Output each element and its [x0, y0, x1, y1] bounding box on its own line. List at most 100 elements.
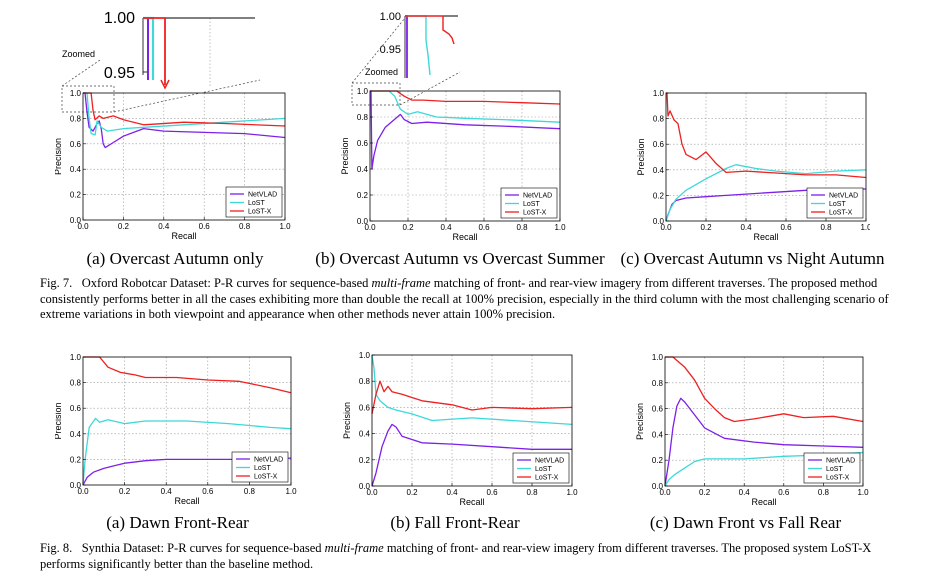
- fig8-label: Fig. 8.: [40, 541, 73, 555]
- series-lost: [370, 90, 561, 123]
- y-axis-label: Precision: [342, 402, 352, 439]
- x-tick-label: 1.0: [860, 223, 870, 232]
- series-lost-x: [371, 380, 573, 415]
- y-tick-label: 1.0: [653, 89, 665, 98]
- x-tick-label: 1.0: [566, 488, 578, 497]
- y-axis-label: Precision: [636, 138, 646, 175]
- zoom-7b-series-lostx: [405, 15, 455, 45]
- x-tick-label: 0.8: [820, 223, 832, 232]
- zoom-7a-connector: [113, 79, 261, 113]
- series-lost-x: [370, 90, 561, 105]
- legend-label-netvlad: NetVLAD: [248, 192, 277, 199]
- y-tick-label: 0.6: [70, 140, 82, 149]
- x-tick-label: 0.2: [119, 487, 131, 496]
- legend-label-lost: LoST: [523, 201, 540, 208]
- series-netvlad: [82, 457, 292, 486]
- x-tick-label: 0.6: [199, 222, 211, 231]
- zoom-inset-7a: 1.00 0.95 Zoomed: [61, 10, 261, 113]
- y-tick-label: 0.2: [359, 456, 371, 465]
- x-tick-label: 0.8: [239, 222, 251, 231]
- series-lost: [83, 92, 286, 136]
- series-netvlad: [370, 90, 561, 170]
- y-tick-label: 0.4: [70, 430, 82, 439]
- legend-label-lost: LoST: [254, 465, 271, 472]
- fig8-text-after: matching of front- and rear-view imagery…: [40, 541, 872, 571]
- x-axis-label: Recall: [459, 497, 484, 507]
- subcaption-8c: (c) Dawn Front vs Fall Rear: [649, 513, 842, 532]
- zoom-7b-connector: [351, 17, 406, 84]
- subcaption-8a: (a) Dawn Front-Rear: [106, 513, 249, 532]
- x-axis-label: Recall: [452, 232, 477, 242]
- legend-label-netvlad: NetVLAD: [254, 457, 283, 464]
- zoom-7a-arrow: [160, 79, 170, 90]
- y-tick-label: 0.2: [653, 191, 665, 200]
- legend-label-netvlad: NetVLAD: [535, 458, 564, 465]
- y-tick-label: 0.2: [652, 456, 664, 465]
- y-tick-label: 0.2: [357, 191, 369, 200]
- y-tick-label: 0.8: [652, 379, 664, 388]
- legend-label-lost-x: LoST-X: [248, 209, 272, 216]
- x-axis-label: Recall: [753, 232, 778, 242]
- x-tick-label: 0.0: [366, 488, 378, 497]
- y-tick-label: 0.4: [70, 165, 82, 174]
- x-tick-label: 1.0: [279, 222, 291, 231]
- series-lost-x: [665, 356, 864, 423]
- x-tick-label: 0.2: [699, 488, 711, 497]
- x-tick-label: 0.8: [516, 223, 528, 232]
- legend-label-lost: LoST: [535, 466, 552, 473]
- axes-frame: [369, 90, 561, 222]
- y-tick-label: 0.4: [652, 430, 664, 439]
- y-tick-label: 1.0: [70, 89, 82, 98]
- legend-label-lost: LoST: [826, 466, 843, 473]
- y-tick-label: 0.4: [359, 430, 371, 439]
- chart-7b-overcast-autumn-vs-summer: 0.0 0.2 0.4 0.6 0.8 1.0 0.0 0.2 0.4 0.6 0.8 1.0 Reca…: [340, 88, 566, 242]
- x-tick-label: 0.4: [161, 487, 173, 496]
- axes-frame: [371, 354, 573, 487]
- x-tick-label: 0.4: [446, 488, 458, 497]
- x-tick-label: 0.6: [478, 223, 490, 232]
- y-tick-label: 0.8: [70, 379, 82, 388]
- y-tick-label: 0.8: [70, 114, 82, 123]
- y-tick-label: 0.2: [70, 191, 82, 200]
- y-axis-label: Precision: [635, 403, 645, 440]
- x-tick-label: 0.6: [778, 488, 790, 497]
- axes-frame: [664, 356, 864, 487]
- series-lost-x: [666, 92, 867, 179]
- legend-label-netvlad: NetVLAD: [826, 458, 855, 465]
- subcaption-7b: (b) Overcast Autumn vs Overcast Summer: [315, 249, 605, 268]
- chart-7c-overcast-autumn-vs-night: 0.0 0.2 0.4 0.6 0.8 1.0 0.0 0.2 0.4 0.6 0.8 1.0 Reca…: [636, 89, 870, 242]
- series-lost: [665, 164, 867, 222]
- subcaption-8b: (b) Fall Front-Rear: [390, 513, 520, 532]
- x-tick-label: 1.0: [285, 487, 297, 496]
- zoom-7a-tick-top: 1.00: [104, 10, 135, 27]
- y-tick-label: 0.0: [70, 481, 82, 490]
- y-axis-label: Precision: [55, 138, 63, 175]
- x-tick-label: 0.8: [526, 488, 538, 497]
- y-tick-label: 0.0: [70, 216, 82, 225]
- zoom-7b-series-lost: [405, 15, 431, 76]
- x-tick-label: 0.4: [440, 223, 452, 232]
- chart-8c-dawn-front-vs-fall-rear: 0.0 0.2 0.4 0.6 0.8 1.0 0.0 0.2 0.4 0.6 0.8 1.0 Reca…: [635, 353, 869, 507]
- y-axis-label: Precision: [55, 402, 63, 439]
- series-netvlad: [664, 397, 864, 487]
- figure-caption-7: Fig. 7. Oxford Robotcar Dataset: P-R cur…: [40, 276, 908, 323]
- zoom-7b-source-box: [351, 82, 401, 106]
- series-netvlad: [83, 92, 286, 149]
- legend-label-netvlad: NetVLAD: [829, 193, 858, 200]
- y-tick-label: 0.8: [359, 377, 371, 386]
- x-tick-label: 0.2: [402, 223, 414, 232]
- x-tick-label: 0.6: [780, 223, 792, 232]
- x-axis-label: Recall: [174, 496, 199, 506]
- legend-label-lost-x: LoST-X: [254, 474, 278, 481]
- legend-label-netvlad: NetVLAD: [523, 193, 552, 200]
- y-tick-label: 0.4: [357, 165, 369, 174]
- y-tick-label: 0.6: [357, 139, 369, 148]
- y-tick-label: 0.4: [653, 166, 665, 175]
- fig8-emph: multi-frame: [324, 541, 384, 555]
- y-tick-label: 1.0: [357, 88, 369, 96]
- x-axis-label: Recall: [171, 231, 196, 241]
- x-tick-label: 0.2: [700, 223, 712, 232]
- y-tick-label: 1.0: [359, 351, 371, 360]
- y-tick-label: 0.8: [357, 113, 369, 122]
- x-tick-label: 0.0: [77, 222, 89, 231]
